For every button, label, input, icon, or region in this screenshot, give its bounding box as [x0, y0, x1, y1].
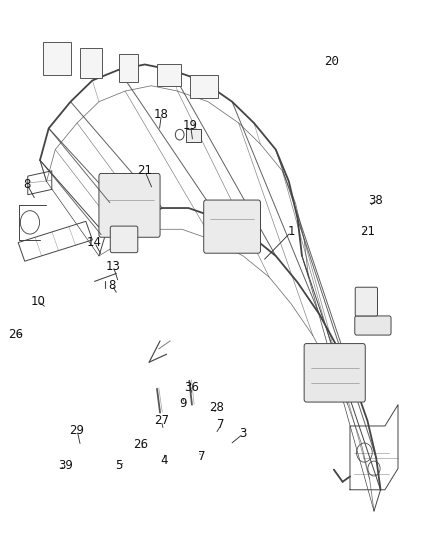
Text: 3: 3 [239, 427, 247, 440]
Text: 13: 13 [106, 260, 121, 273]
Text: 7: 7 [198, 450, 205, 463]
FancyBboxPatch shape [119, 54, 138, 82]
Text: 26: 26 [133, 438, 148, 451]
FancyBboxPatch shape [186, 130, 201, 142]
FancyBboxPatch shape [43, 42, 71, 75]
Text: 8: 8 [23, 177, 31, 191]
Text: 21: 21 [137, 164, 152, 177]
FancyBboxPatch shape [304, 344, 365, 402]
FancyBboxPatch shape [157, 64, 181, 86]
Text: 27: 27 [154, 414, 169, 427]
Text: 19: 19 [183, 119, 198, 132]
Text: 20: 20 [324, 55, 339, 68]
Text: 21: 21 [360, 225, 375, 238]
Text: 5: 5 [115, 459, 122, 472]
FancyBboxPatch shape [355, 316, 391, 335]
Text: 8: 8 [108, 279, 116, 292]
Text: 36: 36 [184, 381, 199, 394]
Text: 9: 9 [180, 397, 187, 410]
Text: 1: 1 [287, 225, 295, 238]
FancyBboxPatch shape [355, 287, 378, 316]
Text: 10: 10 [30, 295, 45, 308]
FancyBboxPatch shape [204, 200, 261, 253]
Text: 38: 38 [368, 193, 383, 207]
Text: 4: 4 [161, 454, 168, 467]
FancyBboxPatch shape [110, 226, 138, 253]
Text: 26: 26 [8, 328, 24, 341]
FancyBboxPatch shape [190, 75, 218, 98]
Text: 7: 7 [217, 418, 225, 431]
FancyBboxPatch shape [99, 173, 160, 237]
Text: 29: 29 [70, 424, 85, 437]
Text: 18: 18 [154, 109, 169, 122]
Text: 28: 28 [209, 401, 224, 414]
FancyBboxPatch shape [80, 48, 102, 78]
Text: 14: 14 [87, 236, 102, 249]
Text: 39: 39 [58, 459, 73, 472]
